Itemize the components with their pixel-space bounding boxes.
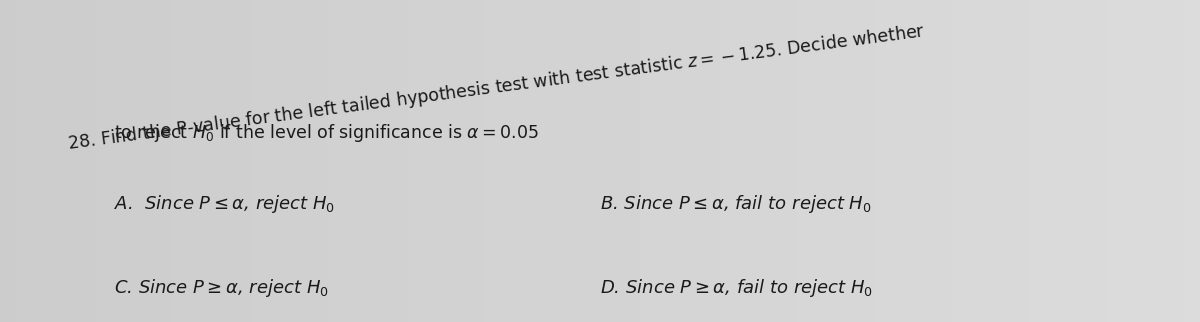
- Text: C. Since $P \geq \alpha$, $\it{reject}$ $H_0$: C. Since $P \geq \alpha$, $\it{reject}$ …: [114, 277, 329, 299]
- Text: to reject $H_0$ if the level of significance is $\alpha = 0.05$: to reject $H_0$ if the level of signific…: [114, 122, 539, 144]
- Text: B. Since $P \leq \alpha$, $\it{fail\ to\ reject}$ $H_0$: B. Since $P \leq \alpha$, $\it{fail\ to\…: [600, 193, 871, 215]
- Text: D. Since $P \geq \alpha$, $\it{fail\ to\ reject}$ $H_0$: D. Since $P \geq \alpha$, $\it{fail\ to\…: [600, 277, 874, 299]
- Text: A.  Since $P \leq \alpha$, $\it{reject}$ $H_0$: A. Since $P \leq \alpha$, $\it{reject}$ …: [114, 193, 335, 215]
- Text: 28. Find the P-value for the left tailed hypothesis test with test statistic $z : 28. Find the P-value for the left tailed…: [66, 20, 926, 155]
